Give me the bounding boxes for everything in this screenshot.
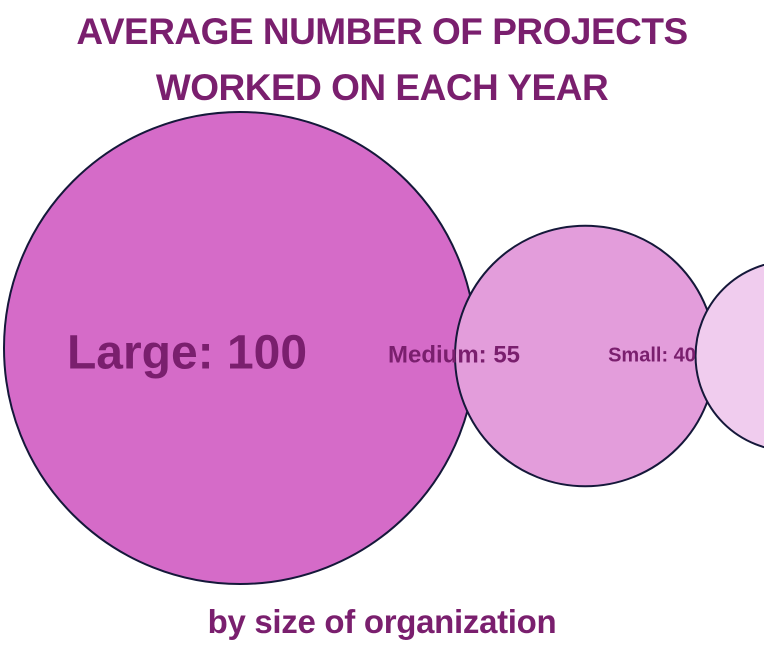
bubble-label-large: Large: 100: [67, 327, 307, 380]
chart-title-line-2: WORKED ON EACH YEAR: [155, 67, 609, 108]
bubble-label-medium: Medium: 55: [388, 341, 520, 368]
chart-title: AVERAGE NUMBER OF PROJECTS WORKED ON EAC…: [0, 4, 764, 116]
bubble-label-small: Small: 40: [608, 344, 696, 366]
chart-title-line-1: AVERAGE NUMBER OF PROJECTS: [76, 11, 688, 52]
chart-subtitle: by size of organization: [207, 603, 557, 640]
bubble-small: [694, 263, 764, 449]
